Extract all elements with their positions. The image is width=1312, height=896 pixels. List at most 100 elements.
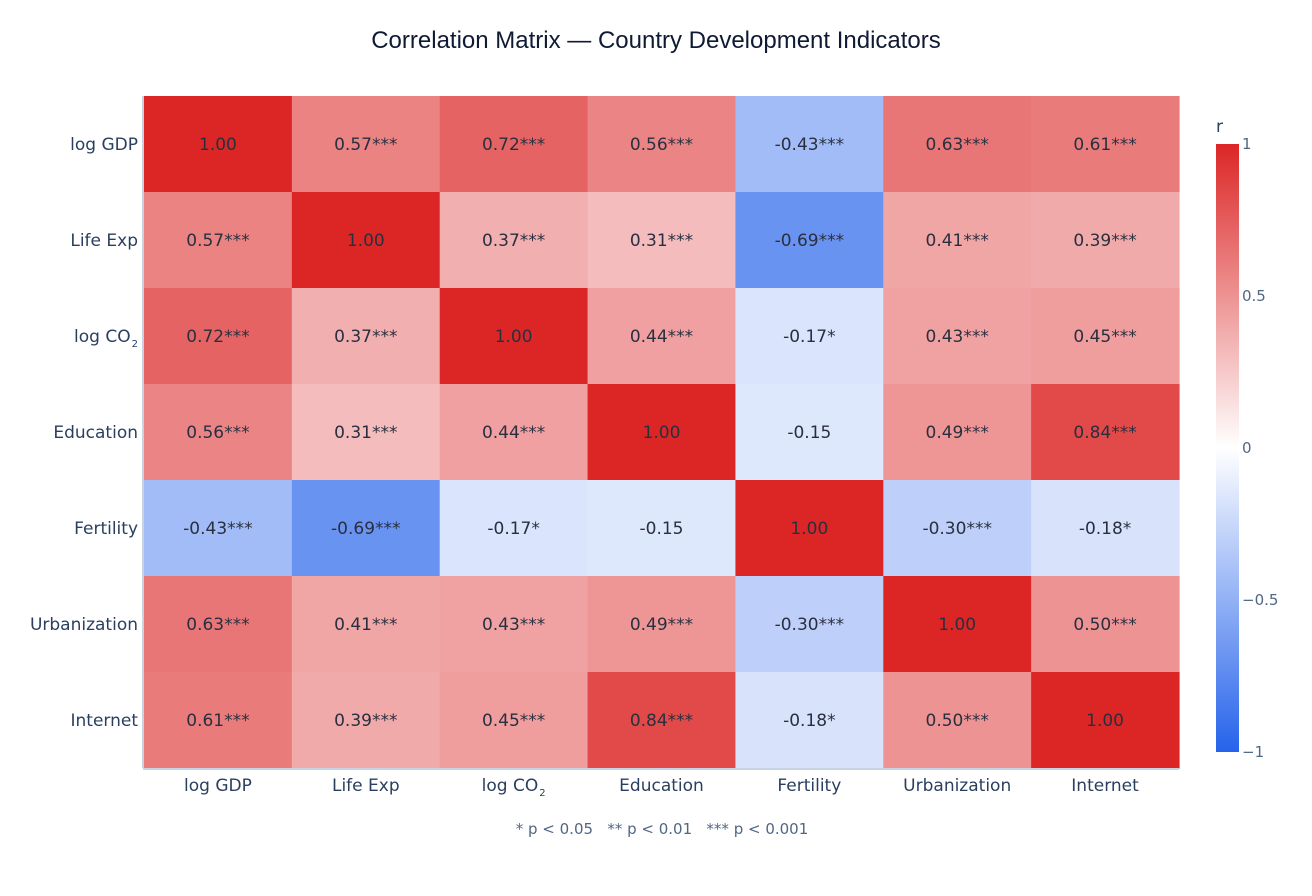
heatmap-cell <box>291 384 441 481</box>
cell-value-label: -0.17* <box>487 519 540 539</box>
colorbar-title: r <box>1216 117 1223 137</box>
cell-value-label: 0.45*** <box>1073 327 1136 347</box>
heatmap-cell <box>1031 672 1180 769</box>
y-tick-label: Urbanization <box>30 615 138 635</box>
heatmap-cell <box>1031 96 1180 193</box>
y-tick-label: Fertility <box>74 519 138 539</box>
cell-value-label: 1.00 <box>790 519 828 539</box>
cell-value-label: 0.61*** <box>186 711 249 731</box>
cell-value-label: 0.45*** <box>482 711 545 731</box>
cell-value-label: -0.30*** <box>775 615 845 635</box>
heatmap-cell-labels: 1.00 0.57*** 0.72*** 0.56*** -0.43*** 0.63***… <box>183 135 1137 731</box>
cell-value-label: 0.84*** <box>1073 423 1136 443</box>
cell-value-label: 0.31*** <box>334 423 397 443</box>
heatmap-cell <box>587 384 737 481</box>
heatmap-cell <box>735 576 884 673</box>
cell-value-label: -0.17* <box>783 327 836 347</box>
heatmap-cell <box>144 96 293 193</box>
heatmap-cell <box>1031 480 1180 577</box>
cell-value-label: 0.50*** <box>926 711 989 731</box>
heatmap-cell <box>587 480 737 577</box>
colorbar-tick-label: 0 <box>1242 439 1252 457</box>
heatmap-cell <box>291 96 441 193</box>
heatmap-cell <box>291 672 441 769</box>
heatmap-cell <box>883 576 1032 673</box>
heatmap-cell <box>735 384 884 481</box>
cell-value-label: -0.18* <box>1079 519 1132 539</box>
cell-value-label: 0.39*** <box>334 711 397 731</box>
heatmap-cell <box>735 288 884 385</box>
heatmap-cell <box>883 96 1032 193</box>
heatmap-cell <box>735 480 884 577</box>
cell-value-label: 0.49*** <box>630 615 693 635</box>
heatmap-cell <box>291 576 441 673</box>
cell-value-label: 0.56*** <box>630 135 693 155</box>
x-tick-label: Life Exp <box>332 776 400 796</box>
x-tick-label: log GDP <box>184 776 252 796</box>
heatmap-cell <box>883 672 1032 769</box>
cell-value-label: 1.00 <box>938 615 976 635</box>
y-tick-label: Education <box>53 423 138 443</box>
x-tick-label: log CO2 <box>482 776 546 799</box>
heatmap-cell <box>587 672 737 769</box>
heatmap-cell <box>587 192 737 289</box>
heatmap-cell <box>144 192 293 289</box>
cell-value-label: 0.57*** <box>186 231 249 251</box>
heatmap-cell <box>587 288 737 385</box>
cell-value-label: 0.56*** <box>186 423 249 443</box>
heatmap-cell <box>1031 288 1180 385</box>
cell-value-label: 0.31*** <box>630 231 693 251</box>
heatmap-cell <box>144 384 293 481</box>
colorbar-tick-label: −1 <box>1242 743 1264 761</box>
x-axis-ticks: log GDP Life Exp log CO2 Education Fertility… <box>184 776 1139 799</box>
colorbar-ticks: 1 0.5 0 −0.5 −1 <box>1242 135 1278 761</box>
x-tick-label: Internet <box>1071 776 1139 796</box>
colorbar-gradient <box>1216 144 1239 752</box>
cell-value-label: -0.69*** <box>775 231 845 251</box>
cell-value-label: -0.43*** <box>183 519 253 539</box>
y-axis-ticks: log GDP Life Exp log CO2 Education Fertility… <box>30 135 138 731</box>
x-tick-label: Urbanization <box>903 776 1011 796</box>
y-tick-label: Internet <box>70 711 138 731</box>
cell-value-label: 0.43*** <box>482 615 545 635</box>
cell-value-label: -0.15 <box>787 423 831 443</box>
heatmap-cell <box>439 672 589 769</box>
x-tick-label: Fertility <box>777 776 841 796</box>
colorbar-tick-label: 1 <box>1242 135 1252 153</box>
heatmap-cell <box>291 480 441 577</box>
cell-value-label: 1.00 <box>643 423 681 443</box>
cell-value-label: 1.00 <box>347 231 385 251</box>
heatmap-cell <box>1031 192 1180 289</box>
heatmap-cell <box>883 288 1032 385</box>
cell-value-label: 0.50*** <box>1073 615 1136 635</box>
y-tick-label: log GDP <box>70 135 138 155</box>
cell-value-label: 0.72*** <box>482 135 545 155</box>
cell-value-label: 0.41*** <box>926 231 989 251</box>
heatmap-cell <box>587 576 737 673</box>
heatmap-cell <box>587 96 737 193</box>
colorbar: r 1 0.5 0 −0.5 −1 <box>1216 117 1278 761</box>
heatmap-cell <box>439 480 589 577</box>
heatmap-cell <box>439 96 589 193</box>
significance-note: * p < 0.05 ** p < 0.01 *** p < 0.001 <box>516 820 809 838</box>
heatmap-cell <box>883 480 1032 577</box>
colorbar-tick-label: 0.5 <box>1242 287 1266 305</box>
y-tick-label: log CO2 <box>74 327 138 350</box>
cell-value-label: 0.63*** <box>186 615 249 635</box>
cell-value-label: -0.69*** <box>331 519 401 539</box>
heatmap-cell <box>291 288 441 385</box>
cell-value-label: 0.63*** <box>926 135 989 155</box>
heatmap-cells <box>144 96 1180 769</box>
cell-value-label: 0.44*** <box>630 327 693 347</box>
heatmap-cell <box>439 192 589 289</box>
heatmap-cell <box>439 576 589 673</box>
cell-value-label: 0.72*** <box>186 327 249 347</box>
heatmap-cell <box>1031 384 1180 481</box>
heatmap-cell <box>291 192 441 289</box>
cell-value-label: -0.43*** <box>775 135 845 155</box>
cell-value-label: 0.37*** <box>482 231 545 251</box>
heatmap-cell <box>144 480 293 577</box>
cell-value-label: 1.00 <box>1086 711 1124 731</box>
heatmap-cell <box>439 384 589 481</box>
cell-value-label: 0.37*** <box>334 327 397 347</box>
